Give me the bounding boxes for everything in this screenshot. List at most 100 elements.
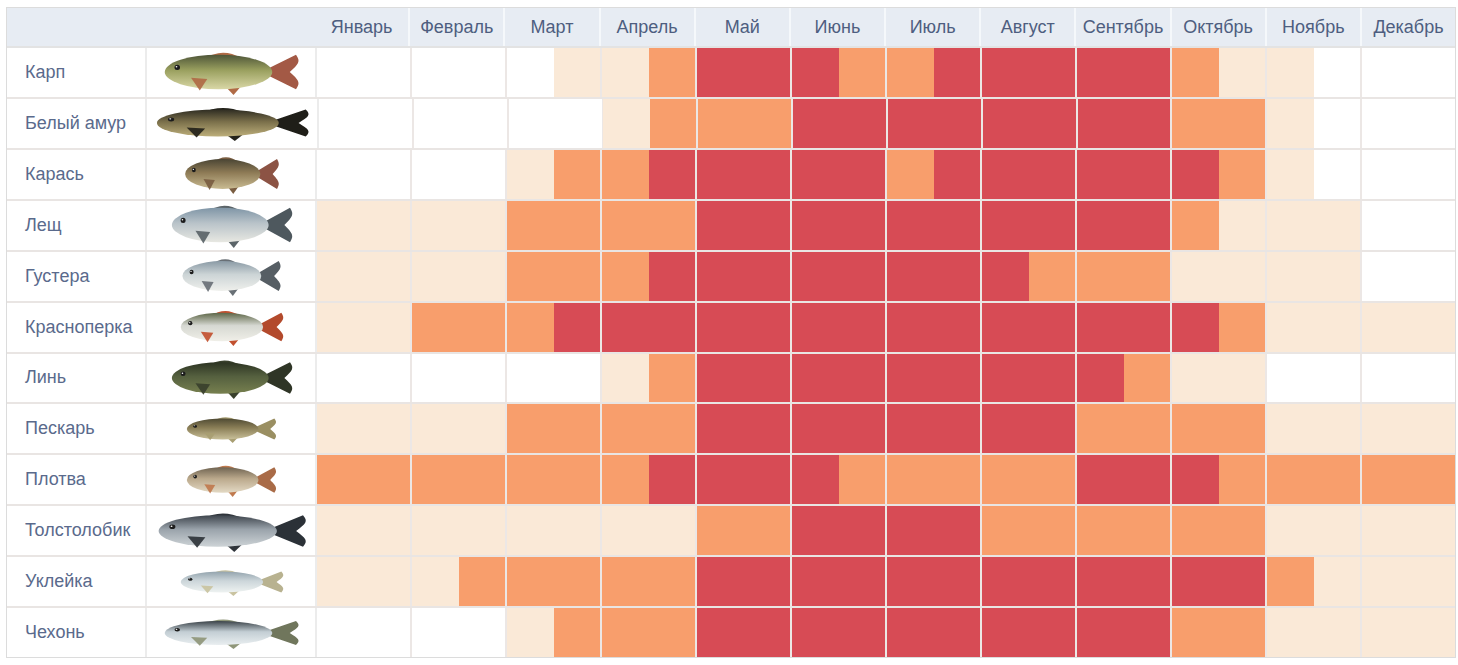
month-cell bbox=[982, 150, 1077, 199]
month-cell bbox=[602, 404, 697, 453]
activity-half-cell bbox=[934, 201, 981, 250]
month-cell bbox=[1362, 303, 1455, 352]
activity-half-cell bbox=[887, 201, 934, 250]
month-cell bbox=[887, 455, 982, 504]
month-cell bbox=[1077, 48, 1172, 97]
activity-half-cell bbox=[1172, 404, 1219, 453]
activity-half-cell bbox=[1409, 455, 1456, 504]
month-cell bbox=[1267, 99, 1362, 148]
activity-half-cell bbox=[1124, 150, 1171, 199]
month-cell bbox=[1267, 303, 1362, 352]
activity-half-cell bbox=[1172, 354, 1219, 403]
bleak-fish-image bbox=[174, 568, 289, 596]
month-cell bbox=[507, 48, 602, 97]
activity-half-cell bbox=[507, 455, 554, 504]
month-header: Сентябрь bbox=[1076, 8, 1171, 46]
activity-half-cell bbox=[1267, 608, 1314, 657]
month-cell bbox=[602, 608, 697, 657]
month-cell bbox=[697, 354, 792, 403]
month-cell bbox=[887, 303, 982, 352]
month-cell bbox=[1267, 150, 1362, 199]
activity-half-cell bbox=[982, 252, 1029, 301]
sabrefish-fish-image bbox=[156, 617, 306, 649]
activity-half-cell bbox=[839, 354, 886, 403]
activity-half-cell bbox=[507, 404, 554, 453]
activity-half-cell bbox=[1314, 303, 1361, 352]
activity-cells bbox=[317, 354, 1455, 403]
activity-half-cell bbox=[317, 557, 364, 606]
month-cell bbox=[1362, 354, 1455, 403]
fishing-activity-calendar: ЯнварьФевральМартАпрельМайИюньИюльАвгуст… bbox=[6, 7, 1456, 658]
activity-half-cell bbox=[1267, 201, 1314, 250]
month-cell bbox=[1267, 455, 1362, 504]
activity-half-cell bbox=[1124, 404, 1171, 453]
month-cell bbox=[507, 303, 602, 352]
month-cell bbox=[792, 557, 887, 606]
month-cell bbox=[412, 201, 507, 250]
activity-half-cell bbox=[840, 99, 886, 148]
month-cell bbox=[507, 455, 602, 504]
month-cell bbox=[507, 506, 602, 555]
month-cell bbox=[1362, 557, 1455, 606]
month-cell bbox=[792, 303, 887, 352]
month-cell bbox=[697, 404, 792, 453]
activity-half-cell bbox=[982, 506, 1029, 555]
activity-half-cell bbox=[554, 150, 601, 199]
silver-carp-fish-image bbox=[149, 510, 314, 552]
activity-half-cell bbox=[650, 99, 696, 148]
activity-half-cell bbox=[1172, 201, 1219, 250]
activity-half-cell bbox=[317, 608, 364, 657]
activity-half-cell bbox=[1124, 252, 1171, 301]
month-cell bbox=[317, 354, 412, 403]
activity-half-cell bbox=[982, 48, 1029, 97]
month-cell bbox=[507, 557, 602, 606]
fish-image-cell bbox=[147, 506, 317, 555]
activity-half-cell bbox=[1409, 557, 1456, 606]
activity-half-cell bbox=[1029, 303, 1076, 352]
month-cell bbox=[1077, 354, 1172, 403]
month-cell bbox=[1172, 252, 1267, 301]
month-cell bbox=[602, 201, 697, 250]
activity-half-cell bbox=[507, 252, 554, 301]
activity-half-cell bbox=[459, 201, 506, 250]
month-cell bbox=[1267, 48, 1362, 97]
fish-image-cell bbox=[147, 99, 319, 148]
activity-half-cell bbox=[649, 404, 696, 453]
activity-half-cell bbox=[1077, 303, 1124, 352]
activity-half-cell bbox=[412, 557, 459, 606]
activity-half-cell bbox=[697, 201, 744, 250]
activity-half-cell bbox=[1172, 48, 1219, 97]
month-cell bbox=[982, 608, 1077, 657]
fish-row: Чехонь bbox=[7, 606, 1455, 657]
month-cell bbox=[1077, 252, 1172, 301]
activity-half-cell bbox=[1409, 99, 1455, 148]
activity-half-cell bbox=[887, 303, 934, 352]
activity-half-cell bbox=[317, 455, 364, 504]
month-cell bbox=[792, 506, 887, 555]
activity-half-cell bbox=[744, 506, 791, 555]
month-cell bbox=[982, 354, 1077, 403]
month-header: Август bbox=[981, 8, 1076, 46]
activity-half-cell bbox=[1077, 404, 1124, 453]
fish-image-cell bbox=[147, 354, 317, 403]
activity-half-cell bbox=[792, 48, 839, 97]
month-cell bbox=[1362, 404, 1455, 453]
month-cell bbox=[507, 201, 602, 250]
activity-half-cell bbox=[1314, 354, 1361, 403]
activity-half-cell bbox=[1219, 303, 1266, 352]
activity-half-cell bbox=[744, 404, 791, 453]
month-cell bbox=[317, 150, 412, 199]
activity-half-cell bbox=[793, 99, 839, 148]
month-cell bbox=[412, 354, 507, 403]
activity-half-cell bbox=[412, 506, 459, 555]
month-cell bbox=[412, 404, 507, 453]
month-cell bbox=[792, 404, 887, 453]
month-cell bbox=[1267, 506, 1362, 555]
activity-half-cell bbox=[1029, 48, 1076, 97]
activity-half-cell bbox=[1077, 48, 1124, 97]
activity-half-cell bbox=[839, 201, 886, 250]
activity-half-cell bbox=[602, 506, 649, 555]
activity-half-cell bbox=[744, 150, 791, 199]
month-cell bbox=[792, 48, 887, 97]
month-header: Июль bbox=[886, 8, 981, 46]
